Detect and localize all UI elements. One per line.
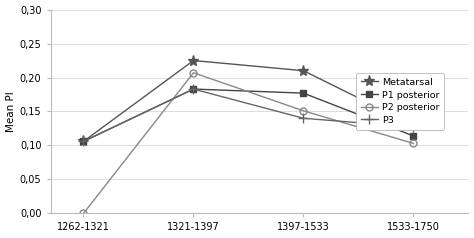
P1 posterior <box>410 134 416 137</box>
P3 <box>410 126 416 129</box>
P3 <box>81 140 86 143</box>
Line: P3: P3 <box>79 84 419 146</box>
P2 posterior <box>191 71 196 74</box>
Line: Metatarsal: Metatarsal <box>78 55 419 147</box>
Legend: Metatarsal, P1 posterior, P2 posterior, P3: Metatarsal, P1 posterior, P2 posterior, … <box>356 73 444 130</box>
P2 posterior <box>410 142 416 145</box>
P1 posterior <box>81 140 86 143</box>
Line: P2 posterior: P2 posterior <box>80 69 417 217</box>
P2 posterior <box>301 109 306 112</box>
P3 <box>301 117 306 120</box>
Line: P1 posterior: P1 posterior <box>80 86 417 145</box>
Metatarsal <box>410 124 416 127</box>
P2 posterior <box>81 212 86 215</box>
P3 <box>191 88 196 90</box>
P1 posterior <box>301 92 306 94</box>
Metatarsal <box>191 59 196 62</box>
Metatarsal <box>301 69 306 72</box>
P1 posterior <box>191 88 196 90</box>
Y-axis label: Mean PI: Mean PI <box>6 91 16 132</box>
Metatarsal <box>81 140 86 143</box>
